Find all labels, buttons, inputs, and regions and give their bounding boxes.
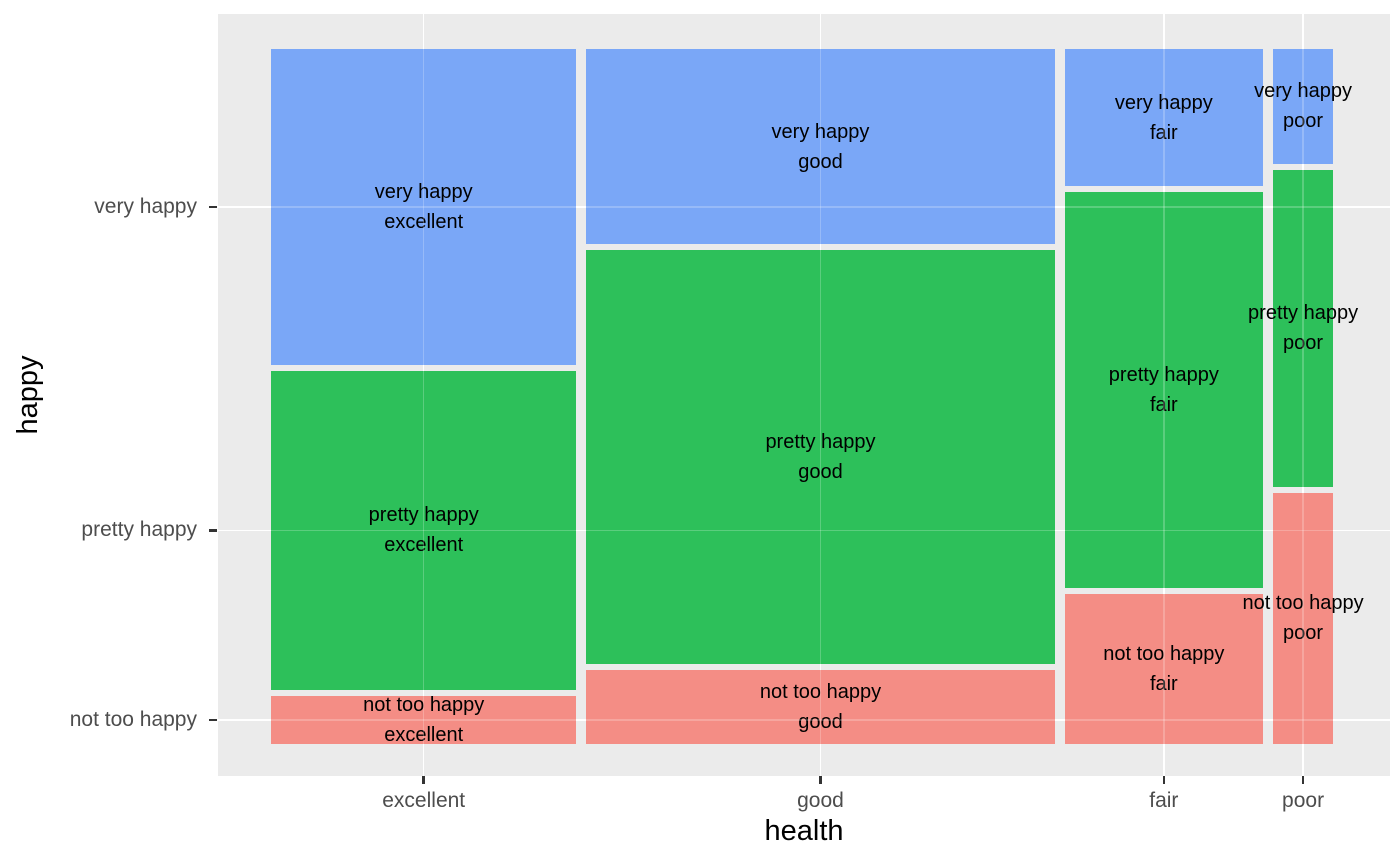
mosaic-tile: not too happy good <box>586 670 1055 744</box>
tile-label-line: fair <box>1149 394 1178 417</box>
mosaic-tile: very happy excellent <box>271 49 577 365</box>
tile-label-line: not too happy <box>363 694 485 717</box>
tile-label-line: pretty happy <box>765 431 876 454</box>
tile-label-line: excellent <box>384 724 464 747</box>
tile-label-line: very happy <box>374 180 473 203</box>
tile-label-line: fair <box>1149 121 1178 144</box>
y-axis-title: happy <box>12 355 44 435</box>
mosaic-tile: pretty happy fair <box>1064 192 1264 589</box>
mosaic-tile: pretty happy excellent <box>271 370 577 691</box>
x-tick-label: good <box>797 789 844 812</box>
tile-label-line: good <box>798 711 843 734</box>
mosaic-tile: pretty happy poor <box>1248 169 1358 487</box>
tile-label-line: poor <box>1283 622 1324 645</box>
y-tick-label: pretty happy <box>81 518 197 542</box>
tile-label-line: very happy <box>1114 91 1213 114</box>
tile-label-line: not too happy <box>759 681 882 704</box>
mosaic-tile: very happy good <box>586 49 1055 245</box>
tile-label-line: pretty happy <box>1108 364 1219 387</box>
tile-label-line: not too happy <box>1103 643 1225 666</box>
tile-label-line: excellent <box>384 534 464 557</box>
tile-label-line: poor <box>1283 332 1324 355</box>
mosaic-tile: pretty happy good <box>586 250 1055 665</box>
x-tick-mark <box>422 776 425 784</box>
tile-label-line: fair <box>1149 673 1178 696</box>
tile-label-line: very happy <box>1254 80 1352 103</box>
x-axis-title: health <box>764 815 844 847</box>
x-tick-mark <box>1301 776 1305 784</box>
x-tick-label: excellent <box>382 789 466 812</box>
mosaic-tile: very happy fair <box>1064 49 1264 187</box>
x-tick-label: poor <box>1282 789 1325 812</box>
panel: very happy excellent pretty happy excellent… <box>218 14 1390 776</box>
tile-label-line: poor <box>1283 110 1324 133</box>
mosaic-tile: not too happy fair <box>1064 594 1264 744</box>
x-tick-mark <box>819 776 822 784</box>
y-tick-label: not too happy <box>69 708 197 732</box>
tile-label-line: pretty happy <box>368 504 479 527</box>
tile-label-line: good <box>798 461 843 484</box>
y-tick-mark <box>209 718 217 722</box>
tile-label-line: not too happy <box>1242 592 1364 615</box>
y-tick-mark <box>209 205 217 209</box>
tile-label-line: good <box>798 150 843 173</box>
mosaic-tile: not too happy poor <box>1242 492 1364 744</box>
y-tick-mark <box>209 529 217 532</box>
mosaic-tile: very happy poor <box>1254 49 1352 164</box>
y-tick-label: very happy <box>94 194 197 218</box>
x-tick-mark <box>1162 776 1166 784</box>
x-tick-label: fair <box>1149 789 1179 812</box>
mosaic-tile: not too happy excellent <box>271 694 577 746</box>
tile-label-line: excellent <box>384 210 464 233</box>
tile-label-line: very happy <box>771 120 870 143</box>
tile-label-line: pretty happy <box>1248 302 1359 325</box>
